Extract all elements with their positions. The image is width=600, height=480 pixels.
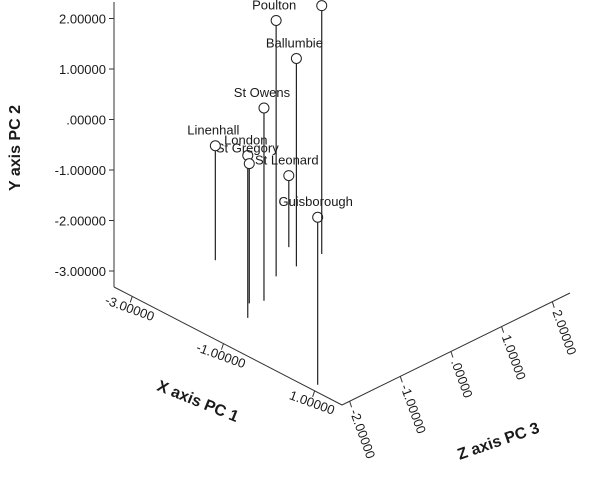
y-axis-title: Y axis PC 2 [7,105,24,191]
data-point-label: St Gregory [216,141,279,156]
x-axis-title: X axis PC 1 [155,378,241,426]
x-tick-label: -3.00000 [103,292,156,324]
y-tick-label: -2.00000 [55,214,106,229]
x-tick-label: -1.00000 [194,340,247,372]
data-point-label: Ballumbie [266,36,323,51]
axes-group [113,2,571,406]
data-point-label: London [224,132,267,147]
data-point [270,14,282,26]
y-tick-label: 1.00000 [59,62,106,77]
z-tick-label: -1.00000 [397,382,429,435]
z-tick-label: 1.00000 [499,332,529,381]
data-point [316,0,328,12]
x-tick-label: 1.00000 [288,388,337,418]
z-tick-label: 2.00000 [549,308,579,357]
y-tick-label: -3.00000 [55,264,106,279]
z-tick-label: -2.00000 [347,407,379,460]
points-group: Guisborough London St Owens St Gregory Linen… [187,0,353,385]
data-point [209,140,221,152]
data-point [283,170,295,182]
x-axis-line [113,286,343,406]
data-point-label: Linenhall [187,123,239,138]
x-tick-mark [312,390,316,397]
z-tick-mark [450,351,454,358]
x-tick-mark [220,343,224,350]
z-axis-line [341,292,571,406]
z-tick-mark [399,376,403,383]
data-point [290,53,302,64]
y-tick-label: 2.00000 [59,12,106,27]
data-point-label: Poulton [252,0,296,12]
z-axis-title: Z axis PC 3 [455,420,541,464]
data-point-label: St Owens [234,85,291,100]
data-point [243,158,255,170]
data-point-label: Guisborough [278,194,352,209]
x-tick-mark [129,296,133,303]
z-tick-mark [349,401,353,408]
data-point [258,102,270,114]
z-tick-label: .00000 [448,357,476,399]
data-point-label: St Leonard [255,153,319,168]
z-tick-mark [551,301,555,308]
z-tick-mark [501,326,505,333]
data-point [312,211,324,223]
y-tick-label: -1.00000 [55,163,106,178]
y-tick-label: .00000 [66,113,106,128]
